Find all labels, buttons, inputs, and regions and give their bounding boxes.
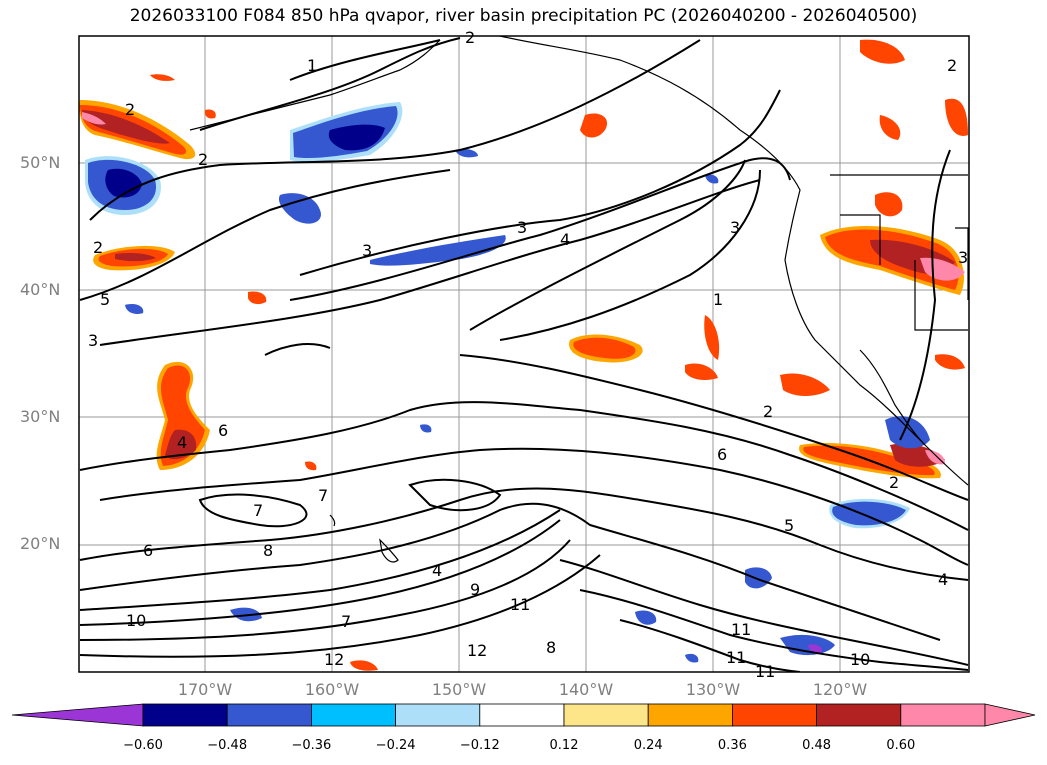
contour-label: 4 — [560, 230, 571, 249]
contour-label: 2 — [93, 238, 104, 257]
contour-label: 3 — [730, 218, 741, 237]
contour-label: 4 — [177, 433, 188, 452]
contour-label: 12 — [467, 641, 488, 660]
colorbar-tick-label: 0.24 — [633, 738, 663, 753]
colorbar-segment — [816, 703, 902, 727]
colorbar-tick-label: −0.12 — [459, 738, 500, 753]
contour-label: 3 — [517, 218, 528, 237]
contour-label: 9 — [470, 580, 481, 599]
lat-label-40n: 40°N — [20, 280, 61, 299]
contour-label: 3 — [362, 241, 373, 260]
contour-label: 11 — [726, 648, 747, 667]
contour-label: 11 — [510, 595, 531, 614]
contour-label: 5 — [100, 290, 111, 309]
lat-label-30n: 30°N — [20, 407, 61, 426]
colorbar-tick-label: 0.36 — [717, 738, 747, 753]
lon-label-120w: 120°W — [812, 680, 868, 699]
positive-precip-shading — [79, 39, 968, 671]
colorbar-tick-label: 0.60 — [886, 738, 916, 753]
contour-label: 1 — [307, 56, 318, 75]
map-title: 2026033100 F084 850 hPa qvapor, river ba… — [129, 6, 918, 26]
negative-precip-shading — [85, 102, 930, 663]
colorbar-segment — [310, 703, 396, 727]
contour-label: 6 — [218, 421, 229, 440]
contour-label: 7 — [318, 486, 329, 505]
contour-label: 11 — [731, 620, 752, 639]
contour-label: 6 — [143, 541, 154, 560]
contour-label: 2 — [763, 402, 774, 421]
colorbar-segment — [900, 703, 986, 727]
coastlines — [189, 36, 969, 563]
colorbar-segment — [563, 703, 649, 727]
gridlines — [79, 36, 969, 672]
colorbar — [11, 703, 1036, 727]
contour-label: 2 — [889, 473, 900, 492]
lat-label-20n: 20°N — [20, 534, 61, 553]
colorbar-segment — [647, 703, 733, 727]
colorbar-segment — [732, 703, 818, 727]
contour-label: 2 — [125, 100, 136, 119]
contour-label: 11 — [755, 662, 776, 681]
contour-label: 2 — [465, 28, 476, 47]
colorbar-extend-high — [984, 703, 1036, 727]
contour-label: 7 — [341, 612, 352, 631]
colorbar-tick-label: 0.48 — [802, 738, 832, 753]
contour-label: 7 — [253, 501, 264, 520]
lat-label-50n: 50°N — [20, 153, 61, 172]
map-frame — [78, 35, 970, 673]
colorbar-tick-label: −0.24 — [375, 738, 416, 753]
lon-label-170w: 170°W — [177, 680, 233, 699]
contour-label: 1 — [713, 290, 724, 309]
colorbar-segment — [142, 703, 228, 727]
contour-label: 2 — [947, 56, 958, 75]
colorbar-segment — [395, 703, 481, 727]
colorbar-tick-label: −0.48 — [207, 738, 248, 753]
contour-label: 5 — [784, 516, 795, 535]
lon-label-150w: 150°W — [431, 680, 487, 699]
lon-label-140w: 140°W — [558, 680, 614, 699]
contour-label: 8 — [546, 638, 557, 657]
qvapor-contours — [79, 37, 969, 672]
lon-label-130w: 130°W — [685, 680, 741, 699]
contour-label: 10 — [850, 650, 871, 669]
colorbar-segment — [479, 703, 565, 727]
contour-label: 4 — [432, 561, 443, 580]
colorbar-tick-label: −0.36 — [291, 738, 332, 753]
contour-label: 3 — [88, 331, 99, 350]
lon-label-160w: 160°W — [304, 680, 360, 699]
colorbar-segment — [226, 703, 312, 727]
contour-label: 12 — [324, 650, 345, 669]
colorbar-tick-label: 0.12 — [549, 738, 579, 753]
contour-label: 2 — [198, 150, 209, 169]
contour-label: 6 — [717, 445, 728, 464]
contour-label: 10 — [126, 611, 147, 630]
colorbar-tick-label: −0.60 — [123, 738, 163, 753]
colorbar-extend-low — [11, 703, 144, 727]
contour-label: 3 — [958, 248, 969, 267]
contour-label: 4 — [938, 570, 949, 589]
contour-label: 8 — [263, 541, 274, 560]
